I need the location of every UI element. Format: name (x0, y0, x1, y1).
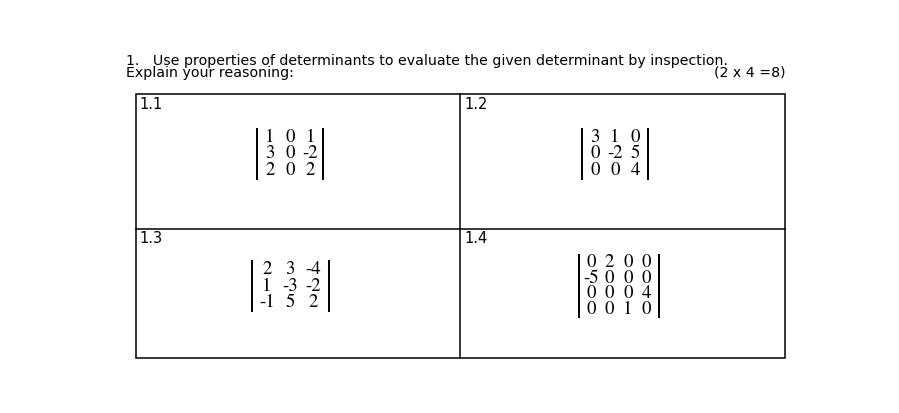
Text: -4: -4 (306, 261, 321, 278)
Text: 4: 4 (642, 285, 652, 302)
Text: 3: 3 (590, 128, 600, 145)
Text: 0: 0 (605, 270, 614, 287)
Text: 1.1: 1.1 (139, 97, 163, 112)
Text: 3: 3 (286, 261, 295, 278)
Text: 0: 0 (642, 270, 652, 287)
Text: 2: 2 (263, 261, 271, 278)
Text: 3: 3 (265, 145, 275, 162)
Text: Explain your reasoning:: Explain your reasoning: (127, 66, 294, 80)
Text: 4: 4 (630, 162, 640, 179)
Text: 1: 1 (623, 301, 633, 318)
Text: 5: 5 (286, 294, 295, 311)
Text: 1.3: 1.3 (139, 230, 163, 245)
Text: 1.2: 1.2 (464, 97, 487, 112)
Text: 0: 0 (590, 145, 600, 162)
Text: 0: 0 (286, 128, 295, 145)
Text: -1: -1 (259, 294, 275, 311)
Text: 0: 0 (586, 285, 596, 302)
Text: 0: 0 (605, 285, 614, 302)
Text: 0: 0 (605, 301, 614, 318)
Text: -3: -3 (282, 278, 298, 294)
Text: 1: 1 (265, 128, 275, 145)
Text: 2: 2 (605, 254, 614, 271)
Text: 1: 1 (306, 128, 316, 145)
Text: 2: 2 (265, 162, 275, 179)
Text: 0: 0 (286, 162, 295, 179)
Text: 0: 0 (642, 301, 652, 318)
Bar (136, 94, 785, 358)
Text: -2: -2 (306, 278, 321, 294)
Text: 5: 5 (630, 145, 640, 162)
Text: 2: 2 (306, 162, 315, 179)
Text: 0: 0 (586, 301, 596, 318)
Text: -2: -2 (303, 145, 318, 162)
Text: -5: -5 (583, 270, 599, 287)
Text: 0: 0 (642, 254, 652, 271)
Text: 2: 2 (308, 294, 318, 311)
Text: 0: 0 (286, 145, 295, 162)
Text: 0: 0 (623, 254, 633, 271)
Text: (2 x 4 =8): (2 x 4 =8) (714, 66, 785, 80)
Text: 0: 0 (623, 270, 633, 287)
Text: 1: 1 (263, 278, 271, 294)
Text: -2: -2 (607, 145, 623, 162)
Text: 0: 0 (586, 254, 596, 271)
Text: 0: 0 (610, 162, 619, 179)
Text: 0: 0 (590, 162, 600, 179)
Text: 1.4: 1.4 (464, 230, 487, 245)
Text: 1: 1 (610, 128, 619, 145)
Text: 0: 0 (623, 285, 633, 302)
Text: 0: 0 (630, 128, 640, 145)
Text: 1.   Use properties of determinants to evaluate the given determinant by inspect: 1. Use properties of determinants to eva… (127, 54, 728, 68)
